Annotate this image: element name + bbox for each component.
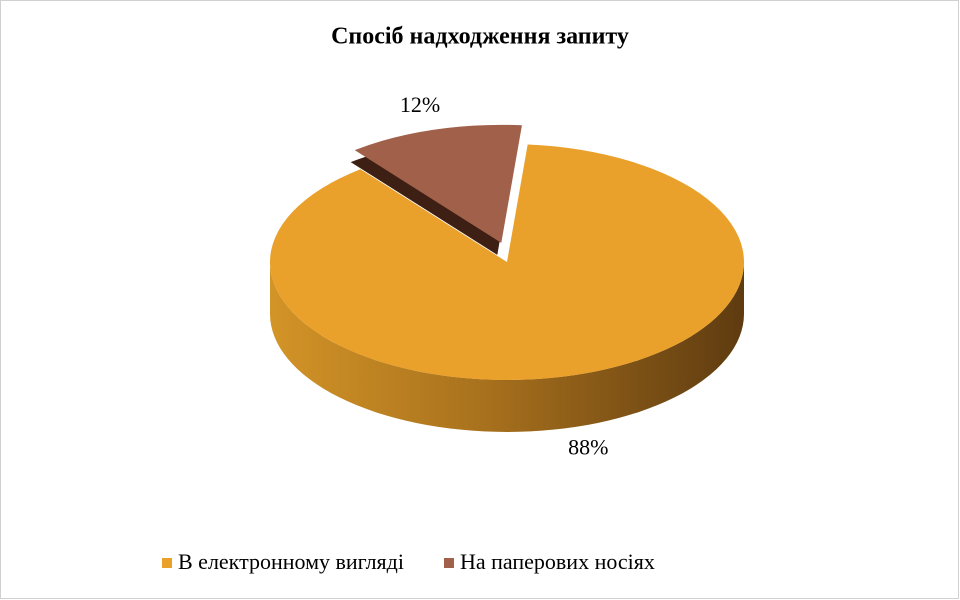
data-label: 88% bbox=[568, 435, 608, 460]
slice bbox=[270, 144, 745, 380]
legend-label: На паперових носіях bbox=[460, 549, 655, 574]
legend-label: В електронному вигляді bbox=[178, 549, 404, 574]
pie: 88% 12% bbox=[270, 92, 745, 460]
slice-side bbox=[270, 262, 744, 432]
legend-swatch bbox=[162, 558, 172, 568]
chart-title: Спосіб надходження запиту bbox=[331, 24, 629, 50]
data-label: 12% bbox=[400, 92, 440, 117]
legend: В електронному вигляді На паперових носія… bbox=[162, 549, 655, 574]
legend-swatch bbox=[443, 558, 454, 568]
slice bbox=[354, 124, 522, 243]
